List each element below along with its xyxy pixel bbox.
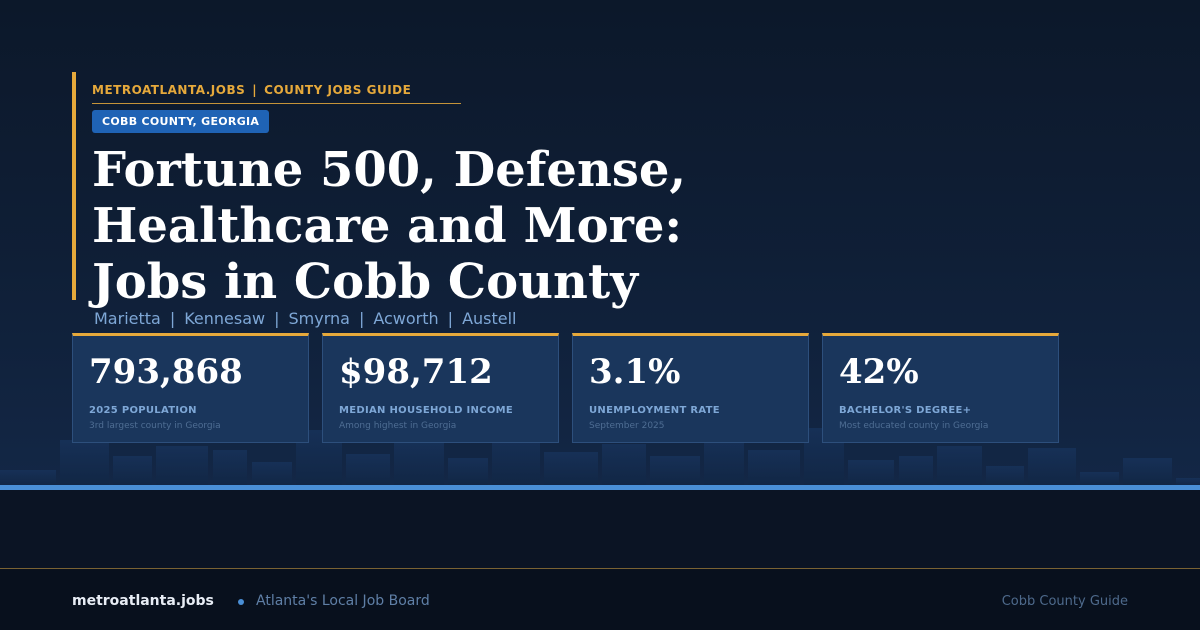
footer-guide-label: Cobb County Guide — [1001, 594, 1128, 609]
stat-label: UNEMPLOYMENT RATE — [589, 405, 720, 416]
city-name: Austell — [462, 309, 517, 328]
stat-value: $98,712 — [339, 352, 493, 392]
city-list: Marietta | Kennesaw | Smyrna | Acworth | Austell — [94, 309, 517, 328]
brand-name: METROATLANTA.JOBS — [92, 83, 246, 97]
skyline-building — [848, 460, 894, 486]
city-name: Kennesaw — [184, 309, 266, 328]
skyline-building — [1028, 448, 1076, 486]
skyline-building — [113, 456, 152, 486]
stat-value: 3.1% — [589, 352, 681, 392]
skyline-building — [986, 466, 1024, 486]
city-separator: | — [274, 309, 280, 328]
title-line: Fortune 500, Defense, — [92, 142, 687, 198]
city-name: Acworth — [373, 309, 439, 328]
skyline-building — [602, 444, 646, 486]
footer: metroatlanta.jobs Atlanta's Local Job Bo… — [0, 568, 1200, 630]
city-separator: | — [358, 309, 365, 328]
skyline-building — [60, 440, 109, 486]
skyline-building — [937, 446, 982, 486]
lower-panel — [0, 490, 1200, 568]
skyline-building — [394, 442, 444, 486]
skyline-building — [1123, 458, 1172, 486]
skyline-building — [704, 438, 744, 486]
county-badge: COBB COUNTY, GEORGIA — [92, 110, 270, 133]
stat-card-unemployment: 3.1% UNEMPLOYMENT RATE September 2025 — [572, 333, 809, 443]
title-line: Jobs in Cobb County — [92, 254, 638, 310]
skyline-building — [492, 436, 540, 486]
city-name: Smyrna — [288, 309, 350, 328]
page-title: Fortune 500, Defense, Healthcare and Mor… — [92, 142, 812, 310]
skyline-building — [0, 470, 56, 486]
stat-note: Among highest in Georgia — [339, 421, 457, 431]
footer-domain: metroatlanta.jobs — [72, 593, 214, 609]
stat-value: 42% — [839, 352, 919, 392]
title-line: Healthcare and More: — [92, 198, 683, 254]
skyline-building — [252, 462, 292, 486]
city-separator: | — [169, 309, 176, 328]
skyline-building — [346, 454, 390, 486]
stat-note: Most educated county in Georgia — [839, 421, 989, 431]
stat-note: September 2025 — [589, 421, 665, 431]
brand-line: METROATLANTA.JOBS | COUNTY JOBS GUIDE — [92, 83, 411, 97]
skyline-building — [1176, 478, 1200, 486]
stat-note: 3rd largest county in Georgia — [89, 421, 221, 431]
stat-label: MEDIAN HOUSEHOLD INCOME — [339, 405, 514, 416]
skyline-decoration — [0, 420, 1200, 486]
skyline-building — [1080, 472, 1119, 486]
stat-card-income: $98,712 MEDIAN HOUSEHOLD INCOME Among hi… — [322, 333, 559, 443]
brand-separator: | — [252, 83, 258, 97]
stat-label: 2025 POPULATION — [89, 405, 197, 416]
skyline-building — [213, 450, 247, 486]
stat-card-population: 793,868 2025 POPULATION 3rd largest coun… — [72, 333, 309, 443]
accent-band — [0, 485, 1200, 490]
stat-label: BACHELOR'S DEGREE+ — [839, 405, 972, 416]
stat-card-education: 42% BACHELOR'S DEGREE+ Most educated cou… — [822, 333, 1059, 443]
skyline-building — [748, 450, 800, 486]
skyline-building — [156, 446, 208, 486]
accent-bar — [72, 72, 76, 300]
brand-divider — [92, 103, 461, 104]
city-name: Marietta — [94, 309, 161, 328]
footer-tagline: Atlanta's Local Job Board — [256, 593, 430, 609]
city-separator: | — [447, 309, 454, 328]
bullet-icon — [238, 599, 244, 605]
stat-value: 793,868 — [89, 352, 243, 392]
skyline-building — [650, 456, 700, 486]
skyline-building — [544, 452, 598, 486]
skyline-building — [448, 458, 488, 486]
skyline-building — [899, 456, 933, 486]
section-name: COUNTY JOBS GUIDE — [264, 83, 412, 97]
